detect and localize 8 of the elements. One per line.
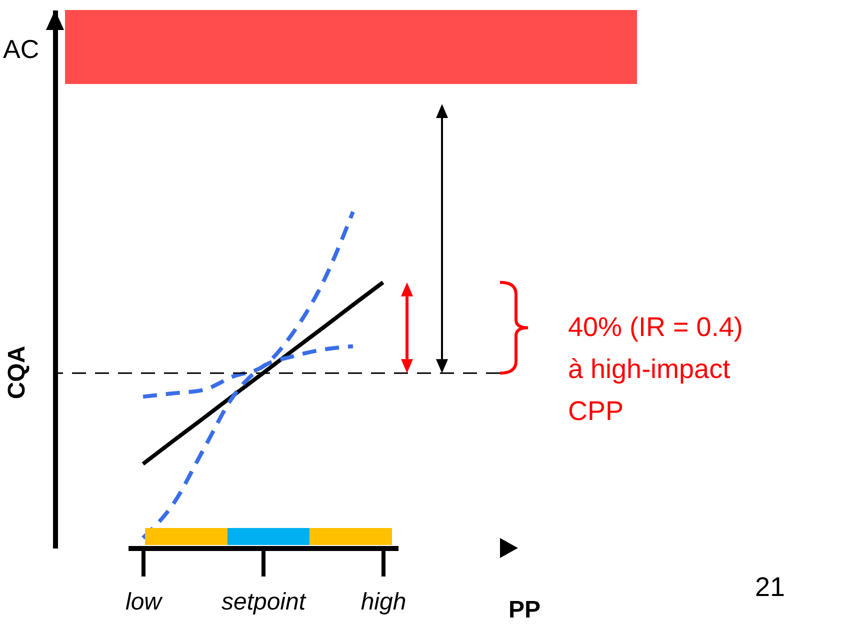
x-tick-label: setpoint xyxy=(221,588,307,616)
x-tick-label: high xyxy=(360,588,406,616)
text: 40% (IR = 0.4) à high-impact CPP xyxy=(568,312,743,426)
x-axis-title: PP xyxy=(508,596,541,624)
band-label: AC xyxy=(3,34,40,64)
y-axis-title: CQA xyxy=(4,346,30,400)
x-tick-label: low xyxy=(125,588,164,616)
text: 21 xyxy=(755,572,786,602)
